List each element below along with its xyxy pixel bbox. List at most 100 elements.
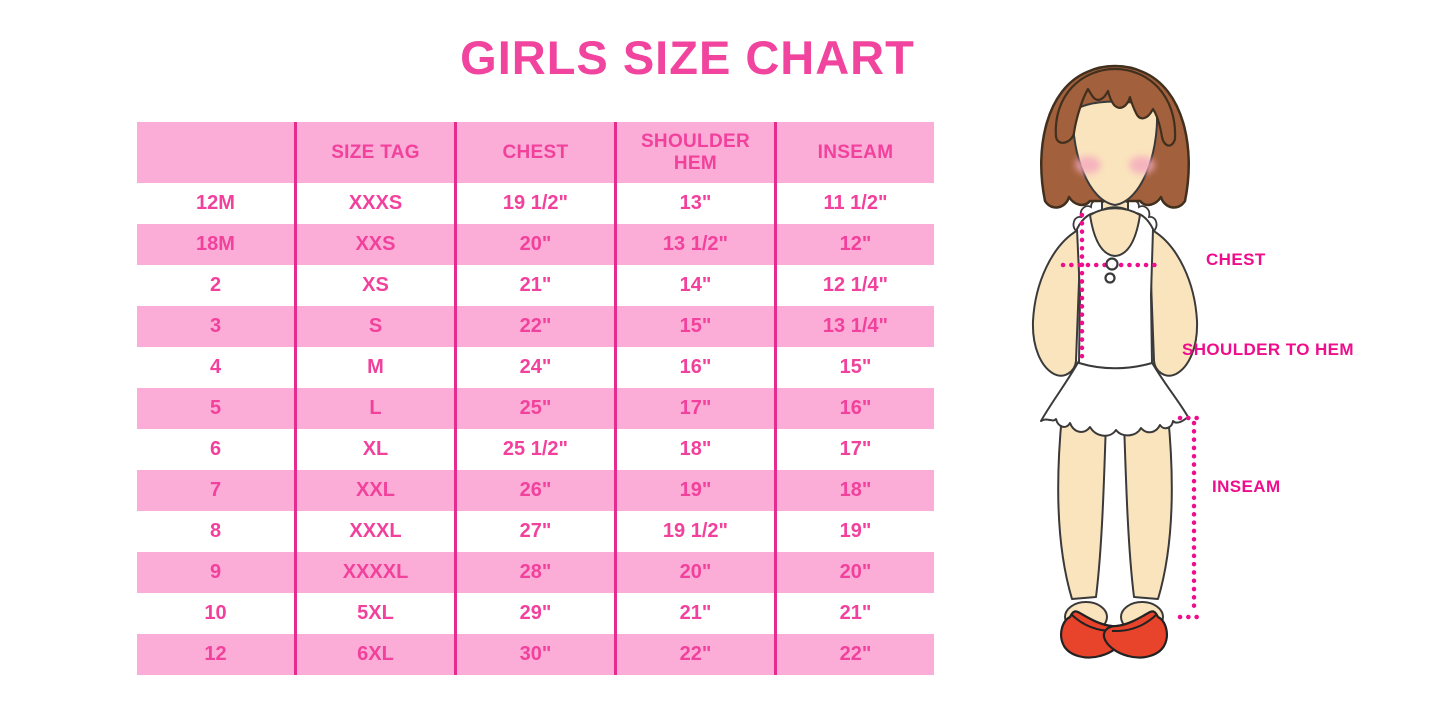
left-arm (1031, 229, 1081, 377)
table-cell: XXS (294, 224, 456, 265)
table-cell: 6XL (294, 634, 456, 675)
header-row: SIZE TAG CHEST SHOULDER HEM INSEAM (137, 122, 934, 183)
right-cheek (1129, 156, 1155, 174)
table-cell: 17" (613, 388, 776, 429)
inseam-label: INSEAM (1212, 477, 1281, 496)
table-cell: XS (294, 265, 456, 306)
table-cell: 10 (204, 602, 227, 624)
table-row: 12 6XL 30" 22" 22" (137, 634, 934, 675)
table-cell: 7 (209, 479, 222, 501)
table-cell: L (294, 388, 456, 429)
table-cell: 19" (613, 470, 776, 511)
column-header: INSEAM (773, 122, 934, 183)
table-cell: 24" (453, 347, 616, 388)
table-row: 10 5XL 29" 21" 21" (137, 593, 934, 634)
table-cell: 12" (773, 224, 934, 265)
table-cell: 21" (773, 593, 934, 634)
right-leg (1123, 414, 1173, 600)
column-header: SIZE TAG (294, 122, 456, 183)
table-cell: 4 (209, 356, 222, 378)
table-row: 9 XXXXL 28" 20" 20" (137, 552, 934, 593)
table-row: 4 M 24" 16" 15" (137, 347, 934, 388)
table-cell: 6 (209, 438, 222, 460)
table-cell: 18" (773, 470, 934, 511)
table-cell: 22" (613, 634, 776, 675)
bangs (1054, 67, 1177, 147)
table-cell: 16" (773, 388, 934, 429)
table-cell: 11 1/2" (773, 183, 934, 224)
table-cell: XXXL (294, 511, 456, 552)
table-row: 18M XXS 20" 13 1/2" 12" (137, 224, 934, 265)
table-cell: 13 1/4" (773, 306, 934, 347)
table-cell: 12M (196, 192, 235, 214)
table-cell: 21" (613, 593, 776, 634)
chest-label: CHEST (1206, 250, 1266, 269)
table-cell: 20" (773, 552, 934, 593)
table-cell: 19 1/2" (613, 511, 776, 552)
table-cell: 18" (613, 429, 776, 470)
right-shoe (1102, 610, 1168, 659)
top-button (1105, 257, 1119, 271)
table-cell: 18M (196, 233, 235, 255)
table-cell: 30" (453, 634, 616, 675)
table-cell: 22" (773, 634, 934, 675)
table-cell: 19" (773, 511, 934, 552)
table-row: 6 XL 25 1/2" 18" 17" (137, 429, 934, 470)
table-row: 7 XXL 26" 19" 18" (137, 470, 934, 511)
measurement-figure: CHEST SHOULDER TO HEM INSEAM (990, 55, 1445, 675)
table-cell: 3 (209, 315, 222, 337)
table-cell: 25 1/2" (453, 429, 616, 470)
column-header (137, 122, 296, 183)
table-cell: 20" (453, 224, 616, 265)
table-cell: 2 (209, 274, 222, 296)
table-row: 2 XS 21" 14" 12 1/4" (137, 265, 934, 306)
table-row: 3 S 22" 15" 13 1/4" (137, 306, 934, 347)
right-shoe-strap (1111, 614, 1157, 633)
size-table-body: 12M XXXS 19 1/2" 13" 11 1/2" 18M XXS 20" 13 1/2"… (137, 183, 934, 675)
table-cell: XXXXL (294, 552, 456, 593)
left-cheek (1075, 156, 1101, 174)
table-cell: M (294, 347, 456, 388)
skirt (1040, 358, 1189, 437)
table-cell: 15" (773, 347, 934, 388)
table-cell: S (294, 306, 456, 347)
table-cell: 5XL (294, 593, 456, 634)
table-cell: 19 1/2" (453, 183, 616, 224)
page-title: GIRLS SIZE CHART (460, 31, 915, 84)
table-cell: 15" (613, 306, 776, 347)
table-cell: 26" (453, 470, 616, 511)
column-header: CHEST (453, 122, 616, 183)
table-cell: 13 1/2" (613, 224, 776, 265)
table-cell: 28" (453, 552, 616, 593)
table-cell: 22" (453, 306, 616, 347)
table-cell: XL (294, 429, 456, 470)
table-cell: 16" (613, 347, 776, 388)
table-cell: 20" (613, 552, 776, 593)
table-row: 8 XXXL 27" 19 1/2" 19" (137, 511, 934, 552)
shoulder-to-hem-label: SHOULDER TO HEM (1182, 340, 1354, 359)
table-row: 12M XXXS 19 1/2" 13" 11 1/2" (137, 183, 934, 224)
neckline (1088, 207, 1142, 258)
table-cell: 25" (453, 388, 616, 429)
table-cell: 12 1/4" (773, 265, 934, 306)
bottom-button (1104, 272, 1116, 284)
size-table-header: SIZE TAG CHEST SHOULDER HEM INSEAM (137, 122, 934, 183)
table-cell: 8 (209, 520, 222, 542)
table-cell: 13" (613, 183, 776, 224)
girls-size-table: SIZE TAG CHEST SHOULDER HEM INSEAM 12M XXXS 1… (137, 122, 934, 675)
table-cell: 14" (613, 265, 776, 306)
table-cell: 29" (453, 593, 616, 634)
table-cell: XXXS (294, 183, 456, 224)
girl-illustration (1031, 64, 1207, 659)
table-cell: 5 (209, 397, 222, 419)
table-row: 5 L 25" 17" 16" (137, 388, 934, 429)
table-cell: 12 (204, 643, 227, 665)
table-cell: 17" (773, 429, 934, 470)
column-header: SHOULDER HEM (613, 122, 776, 183)
table-cell: XXL (294, 470, 456, 511)
table-cell: 21" (453, 265, 616, 306)
left-leg (1057, 414, 1107, 600)
right-arm (1149, 229, 1199, 377)
table-cell: 27" (453, 511, 616, 552)
table-cell: 9 (209, 561, 222, 583)
